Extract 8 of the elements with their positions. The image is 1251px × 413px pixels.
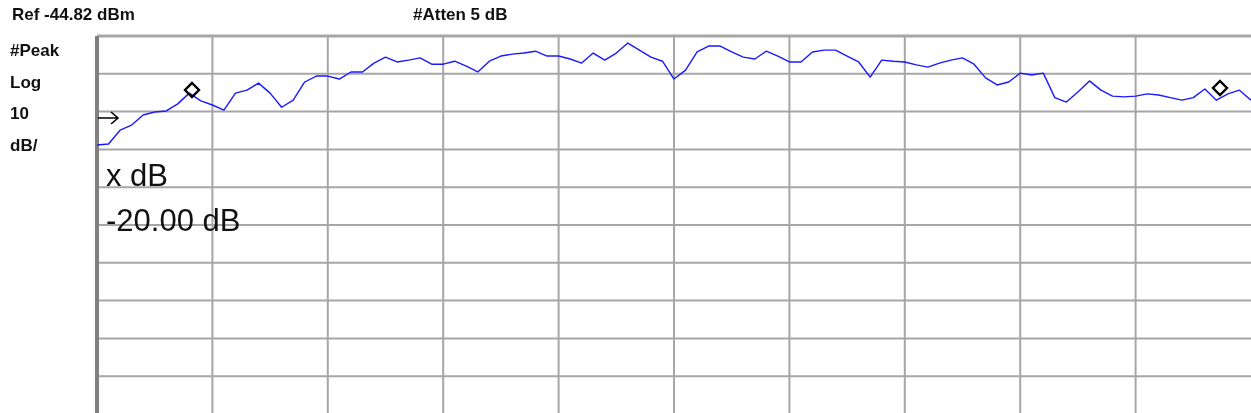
text: dB/: [10, 136, 38, 155]
text: Ref -44.82 dBm: [12, 5, 135, 24]
annotation: x dB: [106, 158, 169, 193]
text: 10: [10, 104, 29, 123]
annotation: -20.00 dB: [106, 203, 241, 238]
text: #Peak: [10, 41, 60, 60]
text: #Atten 5 dB: [413, 5, 508, 24]
text: Log: [10, 73, 42, 92]
